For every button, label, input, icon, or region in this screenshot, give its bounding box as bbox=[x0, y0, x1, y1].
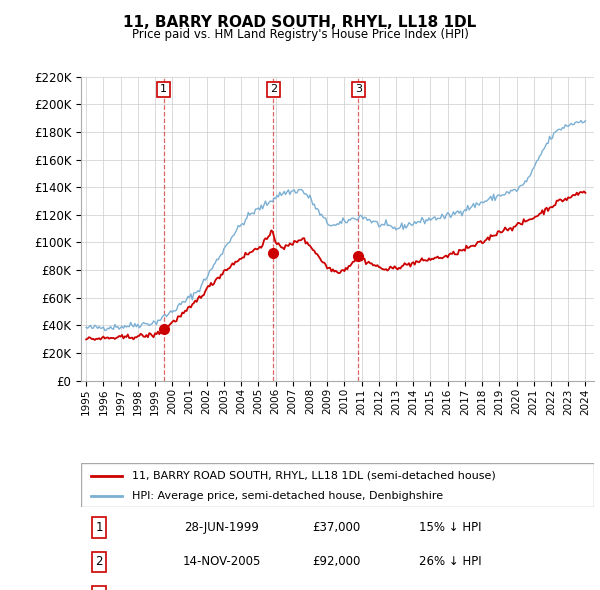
Text: 2: 2 bbox=[95, 555, 103, 568]
Text: 14-NOV-2005: 14-NOV-2005 bbox=[183, 555, 261, 568]
Text: HPI: Average price, semi-detached house, Denbighshire: HPI: Average price, semi-detached house,… bbox=[133, 491, 443, 502]
Text: 15% ↓ HPI: 15% ↓ HPI bbox=[419, 521, 481, 534]
Text: 11, BARRY ROAD SOUTH, RHYL, LL18 1DL: 11, BARRY ROAD SOUTH, RHYL, LL18 1DL bbox=[124, 15, 476, 30]
Text: 2: 2 bbox=[270, 84, 277, 94]
Text: 1: 1 bbox=[95, 521, 103, 534]
Text: 3: 3 bbox=[95, 589, 103, 590]
Text: £89,950: £89,950 bbox=[312, 589, 360, 590]
Text: 3: 3 bbox=[355, 84, 362, 94]
Text: 25% ↓ HPI: 25% ↓ HPI bbox=[419, 589, 481, 590]
Text: £37,000: £37,000 bbox=[312, 521, 360, 534]
Text: Price paid vs. HM Land Registry's House Price Index (HPI): Price paid vs. HM Land Registry's House … bbox=[131, 28, 469, 41]
Text: 26% ↓ HPI: 26% ↓ HPI bbox=[419, 555, 481, 568]
Text: 11, BARRY ROAD SOUTH, RHYL, LL18 1DL (semi-detached house): 11, BARRY ROAD SOUTH, RHYL, LL18 1DL (se… bbox=[133, 471, 496, 480]
Text: 28-JUN-1999: 28-JUN-1999 bbox=[185, 521, 259, 534]
Text: 22-OCT-2010: 22-OCT-2010 bbox=[183, 589, 261, 590]
Text: £92,000: £92,000 bbox=[312, 555, 360, 568]
Text: 1: 1 bbox=[160, 84, 167, 94]
